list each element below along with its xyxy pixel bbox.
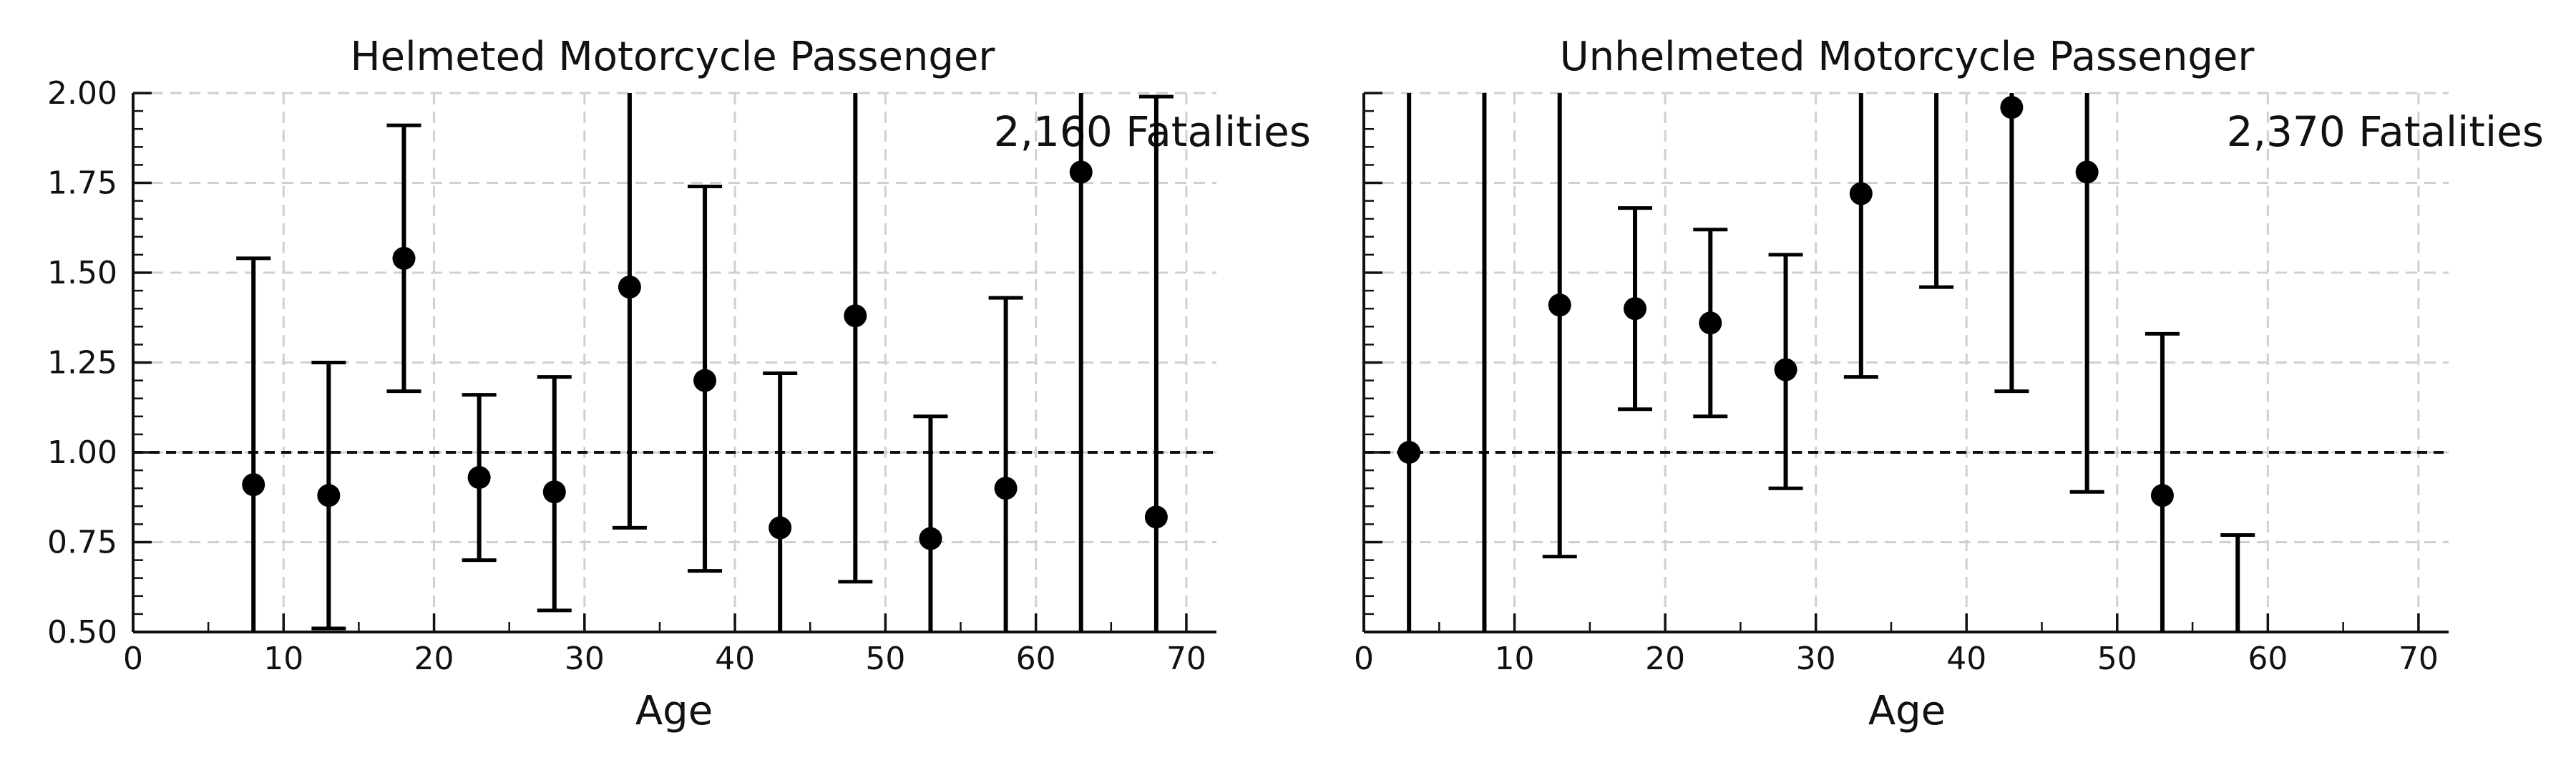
y-tick-label: 1.25 bbox=[47, 345, 117, 381]
x-tick-label: 40 bbox=[1946, 641, 1986, 677]
data-point bbox=[392, 246, 416, 270]
data-point bbox=[1774, 358, 1797, 381]
chart-panel-unhelmeted: Unhelmeted Motorcycle Passenger 2,370 Fa… bbox=[1354, 34, 2544, 734]
data-point bbox=[467, 466, 491, 490]
x-tick-label: 60 bbox=[2248, 641, 2288, 677]
plot-area: 0 10 20 30 40 50 60 70 0.50 0.75 1.00 1.25 1.50 1.75 2… bbox=[47, 75, 1216, 677]
data-point bbox=[542, 480, 566, 504]
data-point bbox=[693, 369, 717, 392]
data-point bbox=[242, 473, 265, 497]
data-point bbox=[2075, 160, 2099, 184]
fatalities-annotation: 2,370 Fatalities bbox=[2227, 107, 2544, 156]
x-axis-label: Age bbox=[635, 688, 713, 734]
y-tick-label: 1.00 bbox=[47, 434, 117, 471]
x-tick-label: 0 bbox=[1354, 641, 1374, 677]
y-tick-label: 1.75 bbox=[47, 165, 117, 202]
fatalities-annotation: 2,160 Fatalities bbox=[994, 107, 1311, 156]
data-point bbox=[1397, 441, 1421, 464]
y-tick-label: 2.00 bbox=[47, 75, 117, 112]
data-point bbox=[2000, 96, 2024, 120]
data-point bbox=[317, 484, 341, 507]
data-point bbox=[769, 516, 792, 540]
chart-title: Helmeted Motorcycle Passenger bbox=[351, 34, 996, 80]
data-point bbox=[2150, 484, 2174, 507]
data-point bbox=[618, 276, 641, 299]
x-tick-label: 50 bbox=[865, 641, 905, 677]
data-point bbox=[1849, 182, 1873, 205]
data-point bbox=[1699, 311, 1722, 335]
x-tick-label: 30 bbox=[1796, 641, 1836, 677]
x-tick-label: 10 bbox=[263, 641, 303, 677]
y-tick-label: 0.75 bbox=[47, 525, 117, 561]
x-tick-label: 60 bbox=[1016, 641, 1056, 677]
x-tick-label: 30 bbox=[565, 641, 605, 677]
data-point bbox=[994, 477, 1018, 500]
x-tick-label: 70 bbox=[1166, 641, 1206, 677]
x-tick-label: 20 bbox=[1645, 641, 1685, 677]
x-tick-label: 0 bbox=[123, 641, 143, 677]
data-point bbox=[844, 304, 867, 328]
x-tick-label: 10 bbox=[1495, 641, 1535, 677]
x-tick-label: 40 bbox=[715, 641, 755, 677]
plot-area: 0 10 20 30 40 50 60 70 bbox=[1354, 92, 2449, 677]
data-point bbox=[1144, 505, 1168, 529]
x-tick-label: 70 bbox=[2399, 641, 2439, 677]
chart-title: Unhelmeted Motorcycle Passenger bbox=[1560, 34, 2255, 80]
data-point bbox=[1548, 293, 1571, 317]
x-tick-label: 20 bbox=[414, 641, 454, 677]
data-point bbox=[1624, 297, 1646, 321]
y-tick-label: 0.50 bbox=[47, 614, 117, 651]
x-tick-label: 50 bbox=[2097, 641, 2137, 677]
data-point bbox=[1069, 160, 1093, 184]
chart-panel-helmeted: Helmeted Motorcycle Passenger 2,160 Fata… bbox=[47, 34, 1311, 734]
y-tick-label: 1.50 bbox=[47, 255, 117, 291]
x-axis-label: Age bbox=[1868, 688, 1946, 734]
data-point bbox=[919, 527, 942, 550]
